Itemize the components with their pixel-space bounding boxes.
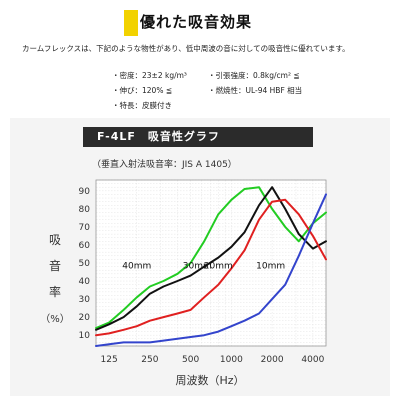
y-tick-label: 90 [79,187,91,197]
spec-tensile: ・引張強度：0.8kg/cm² ≦ [208,71,300,80]
spec-flammability: ・燃焼性：UL-94 HBF 相当 [208,86,303,95]
heading-accent-bar [124,10,138,36]
x-tick-label: 125 [101,355,118,365]
y-tick-label: 50 [79,259,91,269]
y-tick-label: 20 [79,313,91,323]
x-tick-label: 1000 [220,355,243,365]
x-tick-label: 250 [141,355,158,365]
x-tick-label: 500 [182,355,199,365]
x-axis-ticks: 125 250 500 1000 2000 4000 [101,355,325,365]
x-tick-label: 2000 [261,355,284,365]
y-axis-label-char: 吸 [49,233,61,247]
y-axis-label-char: 率 [49,284,61,299]
intro-text: カームフレックスは、下記のような物性があり、低中周波の音に対しての吸音性に優れて… [22,44,350,53]
y-tick-label: 60 [79,241,91,251]
chart-subtitle: （垂直入射法吸音率：JIS A 1405） [92,160,237,170]
series-label-10mm: 10mm [256,261,285,271]
series-line-10mm [95,193,327,347]
x-axis-label: 周波数（Hz） [175,374,244,387]
plot-frame [95,179,327,347]
y-axis-ticks: 10 20 30 40 50 60 70 80 90 [79,187,91,341]
y-axis-label-char: 音 [49,258,61,273]
spec-feature: ・特長：皮膜付き [112,101,172,110]
chart-series [95,186,327,347]
y-axis-label-char: （%） [40,313,70,325]
y-tick-label: 80 [79,205,91,215]
y-axis-label: 吸音率 （%） [40,233,70,325]
y-tick-label: 40 [79,277,91,287]
y-tick-label: 70 [79,223,91,233]
spec-density: ・密度：23±2 kg/m³ [112,71,187,80]
y-tick-label: 30 [79,295,91,305]
x-tick-label: 4000 [301,355,324,365]
series-line-30mm [95,186,327,331]
series-label-20mm: 20mm [204,261,233,271]
series-line-40mm [95,186,327,329]
y-tick-label: 10 [79,331,91,341]
chart-title: F-4LF 吸音性グラフ [83,127,313,147]
page-heading: 優れた吸音効果 [140,13,253,31]
series-label-30mm: 30mm [183,261,212,271]
spec-elongation: ・伸び：120% ≦ [112,86,173,95]
series-label-40mm: 40mm [122,261,151,271]
series-line-20mm [95,198,327,337]
